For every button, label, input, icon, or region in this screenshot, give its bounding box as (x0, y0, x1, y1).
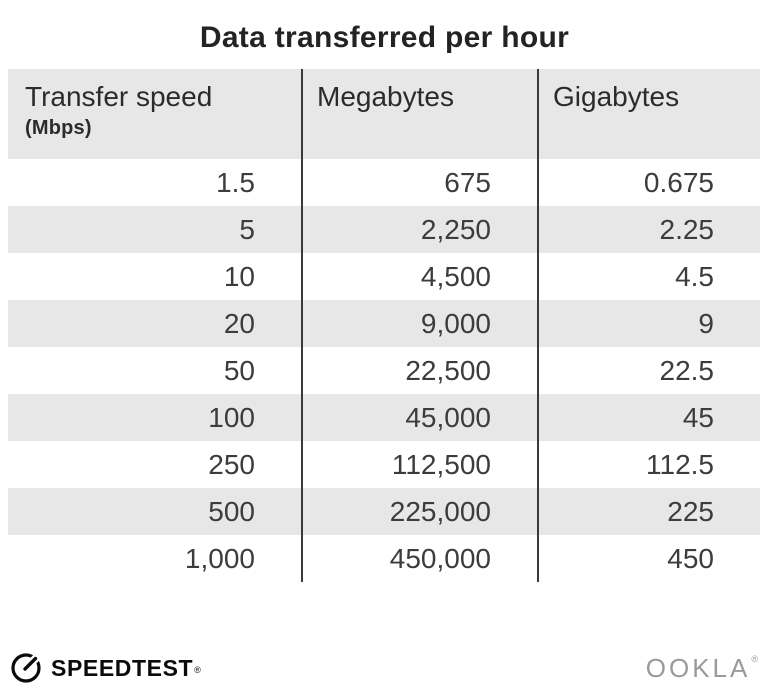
table-cell: 450 (537, 535, 760, 582)
table-cell: 22.5 (537, 347, 760, 394)
table-cell: 225 (537, 488, 760, 535)
table-cell: 2,250 (301, 206, 538, 253)
table-cell: 112,500 (301, 441, 538, 488)
table-cell: 5 (8, 206, 302, 253)
table-row: 5 2,250 2.25 (8, 206, 760, 253)
table-cell: 10 (223, 260, 255, 292)
table-row: 10 4,500 4.5 (8, 253, 760, 300)
table-cell: 225,000 (301, 488, 538, 535)
table-cell: 22,500 (301, 347, 538, 394)
table-cell: 2.25 (537, 206, 760, 253)
table-row: 100 45,000 45 (8, 394, 760, 441)
table-cell: 9,000 (301, 300, 538, 347)
table-row: 50 22,500 22.5 (8, 347, 760, 394)
table-cell: 675 (301, 159, 538, 206)
header-row: Transfer speed (Mbps) Megabytes Gigabyte… (8, 69, 760, 159)
header-sublabel-mbps: (Mbps) (25, 117, 92, 139)
table-cell: 250 (208, 448, 255, 480)
speedtest-logo: SPEEDTEST ® (10, 652, 201, 684)
header-label: Transfer speed (25, 81, 213, 112)
table-cell: 112.5 (537, 441, 760, 488)
table-cell: 100 (8, 394, 302, 441)
table-row: 250 112,500 112.5 (8, 441, 760, 488)
table-cell: 0.675 (537, 159, 760, 206)
footer: SPEEDTEST ® OOKLA ® (10, 650, 758, 686)
table-cell: 4.5 (537, 253, 760, 300)
speedtest-trademark: ® (194, 665, 201, 675)
header-cell-gigabytes: Gigabytes (537, 69, 760, 159)
table-row: 1.5 675 0.675 (8, 159, 760, 206)
table-cell: 4,500 (301, 253, 538, 300)
table-row: 1,000 450,000 450 (8, 535, 760, 582)
table-row: 500 225,000 225 (8, 488, 760, 535)
table-header: Transfer speed (Mbps) Megabytes Gigabyte… (8, 69, 760, 159)
table-cell: 450,000 (301, 535, 538, 582)
table-body: 1.5 675 0.675 5 2,250 2.25 10 4,500 4.5 20 9,000 9 5… (8, 159, 760, 582)
ookla-label: OOKLA (645, 652, 751, 683)
table-cell: 45,000 (301, 394, 538, 441)
data-table: Transfer speed (Mbps) Megabytes Gigabyte… (8, 69, 760, 582)
table-row: 20 9,000 9 (8, 300, 760, 347)
speedtest-gauge-icon (10, 652, 42, 684)
header-cell-transfer-speed: Transfer speed (Mbps) (8, 69, 302, 159)
table-cell: 1.5 (216, 166, 255, 198)
header-cell-megabytes: Megabytes (301, 69, 538, 159)
ookla-logo: OOKLA ® (645, 652, 758, 684)
header-label: Gigabytes (553, 81, 680, 112)
table-cell: 20 (8, 300, 302, 347)
page-title: Data transferred per hour (199, 21, 570, 54)
table-cell: 45 (537, 394, 760, 441)
table-cell: 500 (8, 488, 302, 535)
speedtest-label: SPEEDTEST (51, 654, 194, 681)
header-label: Megabytes (317, 81, 454, 112)
table-cell: 9 (537, 300, 760, 347)
ookla-trademark: ® (751, 653, 758, 664)
table-cell: 50 (223, 354, 255, 386)
table-cell: 1,000 (184, 542, 255, 574)
